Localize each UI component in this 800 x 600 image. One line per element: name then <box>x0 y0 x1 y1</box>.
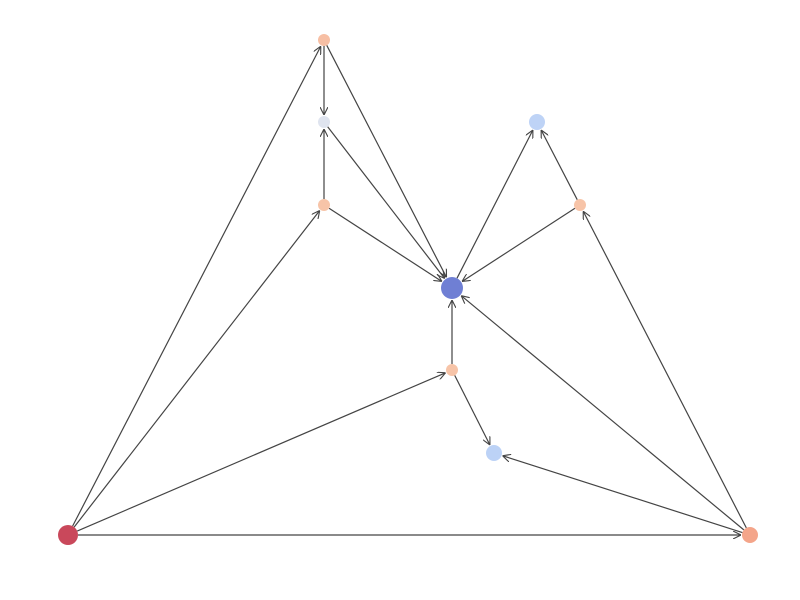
node <box>574 199 586 211</box>
edges <box>72 45 747 535</box>
edge <box>72 46 321 527</box>
node <box>318 116 330 128</box>
edge <box>76 373 445 532</box>
edge <box>503 456 743 534</box>
edge <box>541 130 578 200</box>
edge <box>328 207 442 281</box>
node <box>446 364 458 376</box>
node <box>742 527 758 543</box>
edge <box>454 375 490 445</box>
edge <box>326 45 447 277</box>
node <box>318 34 330 46</box>
edge <box>462 207 576 281</box>
edge <box>327 126 445 279</box>
node <box>529 114 545 130</box>
node <box>441 277 463 299</box>
edge <box>461 296 745 531</box>
edge <box>583 211 747 529</box>
node <box>318 199 330 211</box>
nodes <box>58 34 758 545</box>
edge <box>456 130 533 279</box>
node <box>486 445 502 461</box>
node <box>58 525 78 545</box>
edge <box>73 211 320 528</box>
